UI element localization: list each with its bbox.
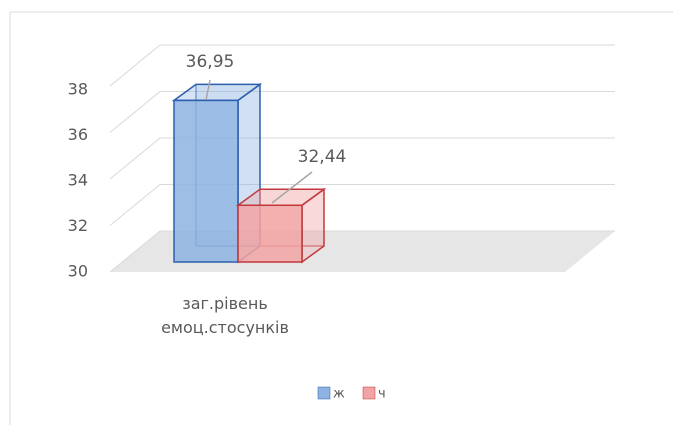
legend-swatch — [362, 386, 376, 400]
y-tick-label: 30 — [68, 262, 88, 281]
grid-line — [109, 91, 615, 133]
y-tick-label: 36 — [68, 125, 88, 144]
legend-label: ж — [333, 387, 345, 402]
y-tick-label: 38 — [68, 80, 88, 99]
legend-swatch — [317, 386, 331, 400]
leader-line — [205, 79, 211, 101]
leader-line — [271, 171, 313, 204]
x-tick-label: заг.рівень емоц.стосунків — [161, 294, 289, 337]
bar — [237, 204, 303, 263]
grid-line — [109, 44, 615, 87]
legend-label: ч — [378, 387, 386, 402]
data-label: 36,95 — [186, 52, 235, 72]
grid-line — [109, 184, 615, 226]
y-tick-label: 34 — [68, 171, 88, 190]
y-tick-label: 32 — [68, 216, 88, 235]
data-label: 32,44 — [298, 147, 347, 167]
grid-line — [109, 137, 615, 180]
grid-line — [109, 230, 615, 273]
bar — [173, 99, 239, 263]
